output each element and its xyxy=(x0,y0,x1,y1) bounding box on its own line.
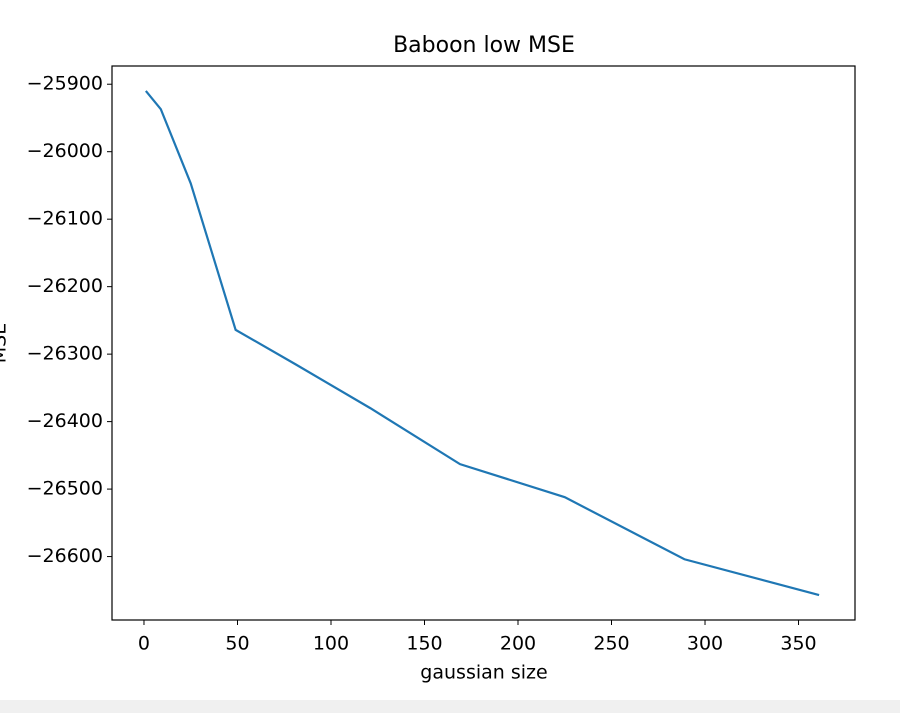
x-tick-label: 150 xyxy=(406,633,442,655)
y-tick-label: −25900 xyxy=(27,73,103,95)
y-tick-label: −26500 xyxy=(27,478,103,500)
y-axis-label: MSE xyxy=(0,323,11,363)
y-tick-label: −26200 xyxy=(27,275,103,297)
x-tick-label: 300 xyxy=(687,633,723,655)
x-axis-label: gaussian size xyxy=(420,662,547,684)
data-line xyxy=(144,90,820,597)
x-tick-label: 0 xyxy=(138,633,150,655)
x-tick-label: 350 xyxy=(780,633,816,655)
y-tick-label: −26100 xyxy=(27,208,103,230)
x-tick-label: 200 xyxy=(500,633,536,655)
y-tick-label: −26600 xyxy=(27,545,103,567)
x-tick-label: 100 xyxy=(313,633,349,655)
x-tick-label: 250 xyxy=(593,633,629,655)
toolbar xyxy=(0,700,900,713)
y-tick-label: −26000 xyxy=(27,140,103,162)
y-tick-label: −26400 xyxy=(27,410,103,432)
y-tick-label: −26300 xyxy=(27,343,103,365)
x-tick-label: 50 xyxy=(225,633,249,655)
chart-title: Baboon low MSE xyxy=(393,33,575,58)
plot-frame xyxy=(111,65,856,621)
